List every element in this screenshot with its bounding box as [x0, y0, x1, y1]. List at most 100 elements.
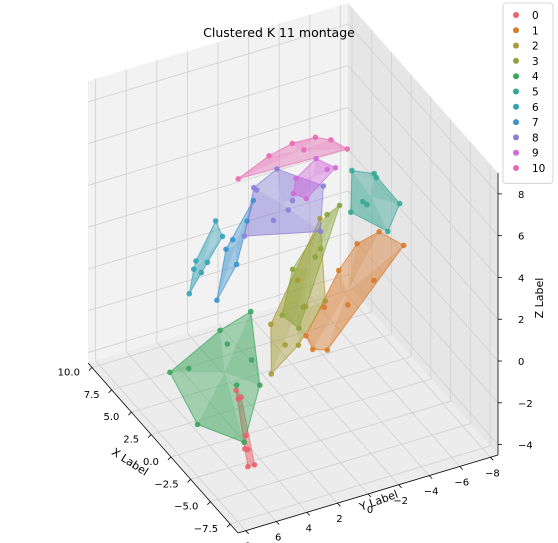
cluster-5-point: [360, 198, 366, 205]
cluster-0-facet: [236, 390, 245, 449]
cluster-3-facet: [282, 268, 310, 316]
cluster-9-facet: [293, 177, 313, 194]
cluster-7-point: [223, 246, 229, 253]
cluster-8-point: [251, 184, 257, 191]
x-tick-label: −5.0: [174, 502, 198, 513]
cluster-8-point: [270, 217, 277, 224]
cluster-0-point: [233, 387, 239, 394]
cluster-5-facet: [350, 170, 372, 213]
x-tick-label: 10.0: [58, 367, 80, 378]
z-tick-label: −2: [518, 399, 533, 410]
cluster-5-facet: [350, 196, 388, 232]
cluster-4-facet: [169, 330, 225, 373]
cluster-4-point: [217, 327, 223, 334]
legend-label-4: 4: [532, 71, 539, 83]
gridline-z-back: [347, 190, 499, 362]
gridline-z-left: [87, 232, 349, 312]
gridline-z-back: [347, 107, 499, 278]
x-tick-mark: [226, 523, 231, 528]
cluster-1-point: [354, 241, 360, 247]
cluster-7-point: [233, 261, 240, 268]
cluster-1-facet: [327, 245, 404, 350]
legend-label-10: 10: [532, 163, 545, 175]
legend-box: [502, 2, 554, 184]
cluster-0-point: [245, 463, 251, 470]
cluster-2-point: [268, 321, 274, 328]
cluster-10-point: [312, 134, 319, 141]
cluster-4-point: [248, 357, 255, 363]
cluster-4-facet: [197, 372, 245, 443]
cluster-0-point: [245, 446, 251, 453]
x-tick-mark: [88, 367, 93, 371]
cluster-10-point: [301, 147, 307, 153]
legend-marker-7: [513, 119, 519, 126]
y-tick-mark: [398, 484, 402, 489]
y-tick-label: 0: [367, 505, 373, 516]
gridline-z-left: [87, 65, 349, 145]
y-tick-mark: [367, 493, 372, 498]
cluster-9-point: [303, 195, 310, 202]
gridline-z-left: [87, 148, 349, 228]
cluster-0-point: [238, 394, 244, 400]
cluster-6-point: [212, 218, 219, 224]
cluster-2-hull: [270, 218, 326, 376]
cluster-9-facet: [312, 158, 336, 178]
cluster-6-hull: [188, 219, 224, 294]
legend-label-0: 0: [532, 10, 539, 22]
cluster-4-point: [233, 382, 240, 388]
cluster-hulls: [169, 136, 405, 468]
y-tick-mark: [459, 466, 464, 470]
gridline-z-left: [87, 107, 349, 186]
cluster-1-facet: [347, 231, 380, 292]
x-tick-label: 0.0: [143, 457, 159, 468]
gridline-y-floor: [248, 314, 399, 486]
cluster-5-point: [349, 167, 355, 174]
grid-lines: [87, 5, 499, 531]
cluster-10-facet: [299, 139, 348, 151]
y-tick-label: 4: [306, 523, 312, 534]
z-tick-label: 0: [518, 357, 524, 368]
cluster-4-point: [241, 439, 247, 446]
gridline-y-floor: [156, 342, 308, 513]
cluster-2-point: [268, 371, 275, 377]
cluster-7-point: [214, 297, 220, 304]
z-tick-label: 8: [518, 190, 524, 201]
cluster-10-point: [235, 176, 241, 182]
cluster-8-facet: [244, 203, 321, 237]
cluster-9-point: [324, 166, 331, 173]
axes: 10.0 7.5 5.0 2.5 0.0 −2.5 −5.0 −7.5 8 6 4 2 0 −2 −4 −6 −…: [58, 173, 533, 543]
cluster-1-point: [310, 346, 316, 353]
x-tick-mark: [108, 389, 112, 394]
cluster-9-point: [293, 175, 299, 182]
cluster-3-point: [279, 312, 285, 319]
x-tick-label: −2.5: [154, 479, 178, 490]
cluster-3-point: [289, 266, 296, 273]
legend-marker-9: [513, 149, 519, 156]
y-tick-mark: [428, 475, 433, 479]
cluster-6-point: [198, 269, 205, 276]
z-tick-label: 6: [518, 232, 524, 243]
cluster-3-point: [336, 202, 343, 209]
legend-marker-10: [513, 165, 519, 171]
cluster-2-point: [317, 215, 323, 222]
cluster-6-point: [219, 233, 226, 240]
legend-label-9: 9: [532, 148, 539, 160]
gridline-y-floor: [187, 332, 338, 504]
gridline-z-back: [347, 23, 499, 195]
cluster-7-point: [244, 218, 250, 224]
cluster-5-hull: [350, 170, 401, 233]
gridline-z-left: [87, 190, 349, 270]
y-tick-label: −4: [424, 487, 439, 498]
legend: 0 1 2 3 4 5 6 7 8 9 10: [502, 2, 554, 184]
y-tick-label: 6: [275, 533, 281, 543]
x-tick-mark: [187, 479, 191, 483]
cluster-3-point: [318, 246, 324, 252]
cluster-10-point: [266, 153, 272, 159]
cluster-4-point: [167, 369, 173, 376]
legend-label-2: 2: [532, 41, 539, 53]
y-tick-mark: [306, 512, 311, 516]
cluster-10-point: [289, 140, 296, 147]
cluster-2-point: [295, 342, 302, 348]
x-tick-label: −7.5: [194, 524, 218, 535]
